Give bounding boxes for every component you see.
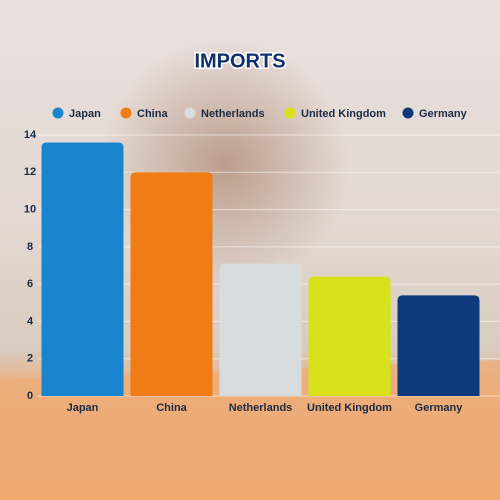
bar bbox=[41, 142, 124, 396]
bar bbox=[308, 276, 391, 396]
y-tick-label: 8 bbox=[27, 241, 33, 253]
x-tick-label: United Kingdom bbox=[307, 402, 392, 414]
legend-marker bbox=[184, 107, 196, 119]
legend-label: Japan bbox=[69, 108, 101, 120]
legend-label: Netherlands bbox=[201, 108, 265, 120]
x-tick-label: Netherlands bbox=[229, 402, 293, 414]
legend-label: United Kingdom bbox=[301, 108, 386, 120]
bar bbox=[219, 263, 302, 396]
bar bbox=[397, 295, 480, 396]
legend-marker bbox=[120, 107, 132, 119]
y-tick-label: 2 bbox=[27, 353, 33, 365]
x-tick-label: China bbox=[156, 402, 187, 414]
y-tick-label: 12 bbox=[24, 166, 36, 178]
x-tick-label: Japan bbox=[67, 402, 99, 414]
y-tick-label: 0 bbox=[27, 390, 33, 402]
y-tick-label: 14 bbox=[24, 129, 37, 141]
x-tick-label: Germany bbox=[415, 402, 464, 414]
chart-title: IMPORTS bbox=[194, 50, 285, 72]
legend-marker bbox=[52, 107, 64, 119]
bar bbox=[130, 172, 213, 396]
legend-marker bbox=[284, 107, 296, 119]
legend-label: Germany bbox=[419, 108, 468, 120]
legend-label: China bbox=[137, 108, 168, 120]
y-tick-label: 10 bbox=[24, 203, 36, 215]
legend-marker bbox=[402, 107, 414, 119]
y-tick-label: 4 bbox=[27, 315, 34, 327]
legend: Japan China Netherlands United Kingdom Germa… bbox=[52, 107, 468, 120]
y-tick-label: 6 bbox=[27, 278, 33, 290]
